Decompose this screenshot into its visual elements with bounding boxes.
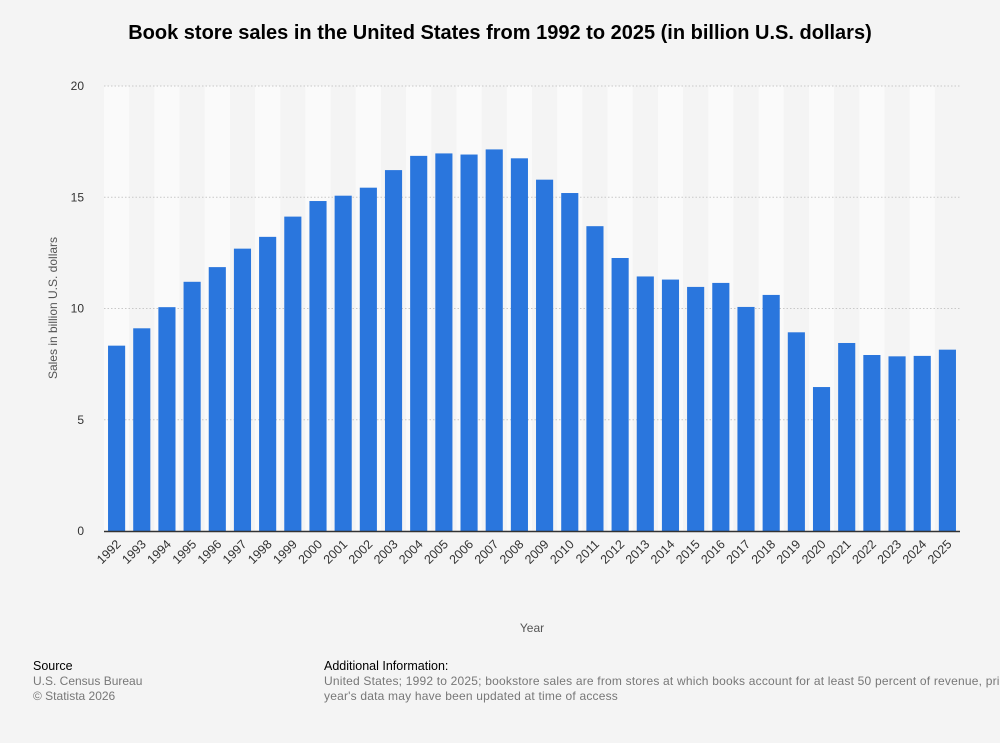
x-tick-label: 1995 [170,537,200,567]
x-tick-label: 1999 [270,537,300,567]
y-axis-title: Sales in billion U.S. dollars [46,237,60,379]
bar-1993 [133,328,151,531]
bar-2000 [309,201,327,531]
x-tick-label: 1996 [195,537,225,567]
x-tick-label: 2007 [472,537,502,567]
x-tick-label: 2012 [598,537,628,567]
y-axis-ticks: 0 5 10 15 20 [71,79,85,538]
y-tick-label: 15 [71,190,85,204]
x-tick-label: 2022 [849,537,879,567]
bar-2016 [712,282,730,531]
x-tick-label: 1994 [144,537,174,567]
x-tick-label: 1993 [119,537,149,567]
bar-2020 [812,387,831,531]
bar-2022 [863,355,881,531]
x-tick-label: 2018 [749,537,779,567]
bar-1992 [108,345,126,531]
x-tick-label: 2004 [396,537,426,567]
bar-2014 [661,279,680,531]
bar-2015 [687,286,705,531]
x-axis-title: Year [520,621,544,635]
x-tick-label: 2023 [875,537,905,567]
x-tick-label: 2006 [447,537,477,567]
x-tick-label: 2009 [522,537,552,567]
additional-info-block: Additional Information: United States; 1… [324,659,1000,704]
gridlines [104,85,960,421]
bar-1995 [183,281,201,531]
x-tick-label: 2005 [421,537,451,567]
bar-2018 [762,294,780,531]
bars [108,149,956,532]
source-block: Source U.S. Census Bureau © Statista 202… [33,659,283,704]
x-tick-label: 2000 [296,537,326,567]
x-tick-label: 2024 [900,537,930,567]
x-tick-label: 2019 [774,537,804,567]
source-line: U.S. Census Bureau [33,674,143,688]
bar-2017 [737,306,755,531]
bar-1999 [284,216,302,532]
x-tick-label: 2014 [648,537,678,567]
x-tick-label: 2013 [623,537,653,567]
x-axis-ticks: 1992199319941995199619971998199920002001… [94,537,954,567]
bar-2023 [888,356,906,531]
y-tick-label: 10 [71,302,85,316]
bar-chart: 0 5 10 15 20 1992199319941995199619971998199… [46,79,960,635]
bar-2024 [913,355,931,531]
bar-2010 [561,193,579,531]
bar-1998 [259,236,277,532]
bar-2004 [410,155,428,532]
copyright-line: © Statista 2026 [33,689,116,703]
bar-2021 [838,342,856,531]
x-tick-label: 2015 [673,537,703,567]
bar-2025 [938,349,956,531]
bar-1996 [208,267,226,531]
additional-info-heading: Additional Information: [324,659,449,673]
bar-2019 [787,332,805,531]
bar-1994 [158,307,176,531]
bar-2009 [536,179,554,532]
x-tick-label: 1998 [245,537,275,567]
bar-2003 [384,170,403,532]
x-tick-label: 2021 [824,537,854,567]
x-tick-label: 2025 [925,537,955,567]
bar-2012 [611,257,629,531]
bar-2001 [334,195,352,531]
source-heading: Source [33,659,73,673]
bar-2005 [435,153,453,532]
bar-2002 [359,187,377,531]
y-tick-label: 0 [77,524,84,538]
x-tick-label: 2011 [573,537,602,566]
bar-2007 [485,149,503,531]
bar-2008 [510,158,528,531]
x-tick-label: 2002 [346,537,376,567]
y-tick-label: 20 [71,79,85,93]
x-tick-label: 2020 [799,537,829,567]
bar-1997 [233,248,252,531]
x-tick-label: 2016 [698,537,728,567]
additional-info-text: United States; 1992 to 2025; bookstore s… [324,674,1000,703]
x-tick-label: 1997 [220,537,250,567]
bar-2013 [636,276,654,531]
bar-2011 [586,226,604,532]
x-tick-label: 2008 [497,537,527,567]
chart-title: Book store sales in the United States fr… [128,22,872,44]
y-tick-label: 5 [77,413,84,427]
x-tick-label: 2017 [724,537,754,567]
x-tick-label: 2010 [547,537,577,567]
x-tick-label: 2001 [321,537,351,567]
bar-2006 [460,154,478,531]
x-tick-label: 2003 [371,537,401,567]
x-tick-label: 1992 [94,537,124,567]
